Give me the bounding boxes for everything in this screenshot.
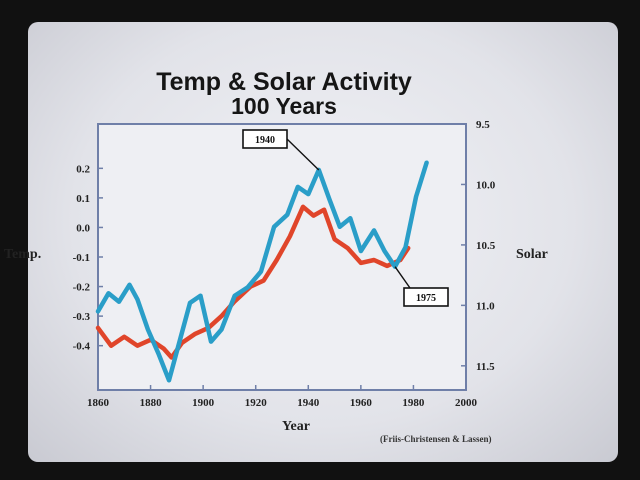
x-tick-label: 1880 xyxy=(140,397,163,409)
left-tick-label: 0.2 xyxy=(76,163,90,175)
left-tick-label: -0.3 xyxy=(73,311,91,323)
x-tick-label: 2000 xyxy=(455,397,478,409)
annotation-leader xyxy=(286,138,320,171)
x-tick-label: 1900 xyxy=(192,397,215,409)
x-tick-label: 1980 xyxy=(402,397,425,409)
annotation-leader xyxy=(394,266,411,289)
chart-title: Temp & Solar Activity xyxy=(156,68,412,96)
right-tick-label: 10.0 xyxy=(476,179,496,191)
annotation-box xyxy=(403,287,449,307)
right-tick-label: 9.5 xyxy=(476,119,490,131)
annotations: 1940 1975 xyxy=(242,129,449,307)
left-tick-label: 0.1 xyxy=(76,193,90,205)
right-axis-ticks: 9.5 10.0 10.5 11.0 11.5 xyxy=(461,119,496,373)
x-axis-label: Year xyxy=(282,419,310,434)
series-lines xyxy=(95,160,429,383)
x-tick-label: 1920 xyxy=(245,397,268,409)
x-tick-label: 1960 xyxy=(350,397,373,409)
plot-area xyxy=(97,123,467,391)
annotation-label: 1975 xyxy=(416,293,436,304)
right-tick-label: 11.0 xyxy=(476,300,495,312)
chart-subtitle: 100 Years xyxy=(231,93,337,119)
solar-series-line xyxy=(95,160,429,383)
x-axis-ticks: 1860 1880 1900 1920 1940 1960 1980 2000 xyxy=(87,385,478,409)
left-axis-ticks: 0.2 0.1 0.0 -0.1 -0.2 -0.3 -0.4 xyxy=(73,163,103,353)
right-tick-label: 11.5 xyxy=(476,361,495,373)
left-axis-label: Temp. xyxy=(4,247,41,262)
right-tick-label: 10.5 xyxy=(476,240,496,252)
left-tick-label: -0.1 xyxy=(73,252,90,264)
x-tick-label: 1940 xyxy=(297,397,320,409)
source-credit: (Friis-Christensen & Lassen) xyxy=(380,434,492,444)
left-tick-label: -0.4 xyxy=(73,341,91,353)
left-tick-label: 0.0 xyxy=(76,222,90,234)
annotation-box xyxy=(242,129,288,149)
left-tick-label: -0.2 xyxy=(73,282,91,294)
annotation-label: 1940 xyxy=(255,135,275,146)
right-axis-label: Solar xyxy=(516,247,548,262)
x-tick-label: 1860 xyxy=(87,397,110,409)
